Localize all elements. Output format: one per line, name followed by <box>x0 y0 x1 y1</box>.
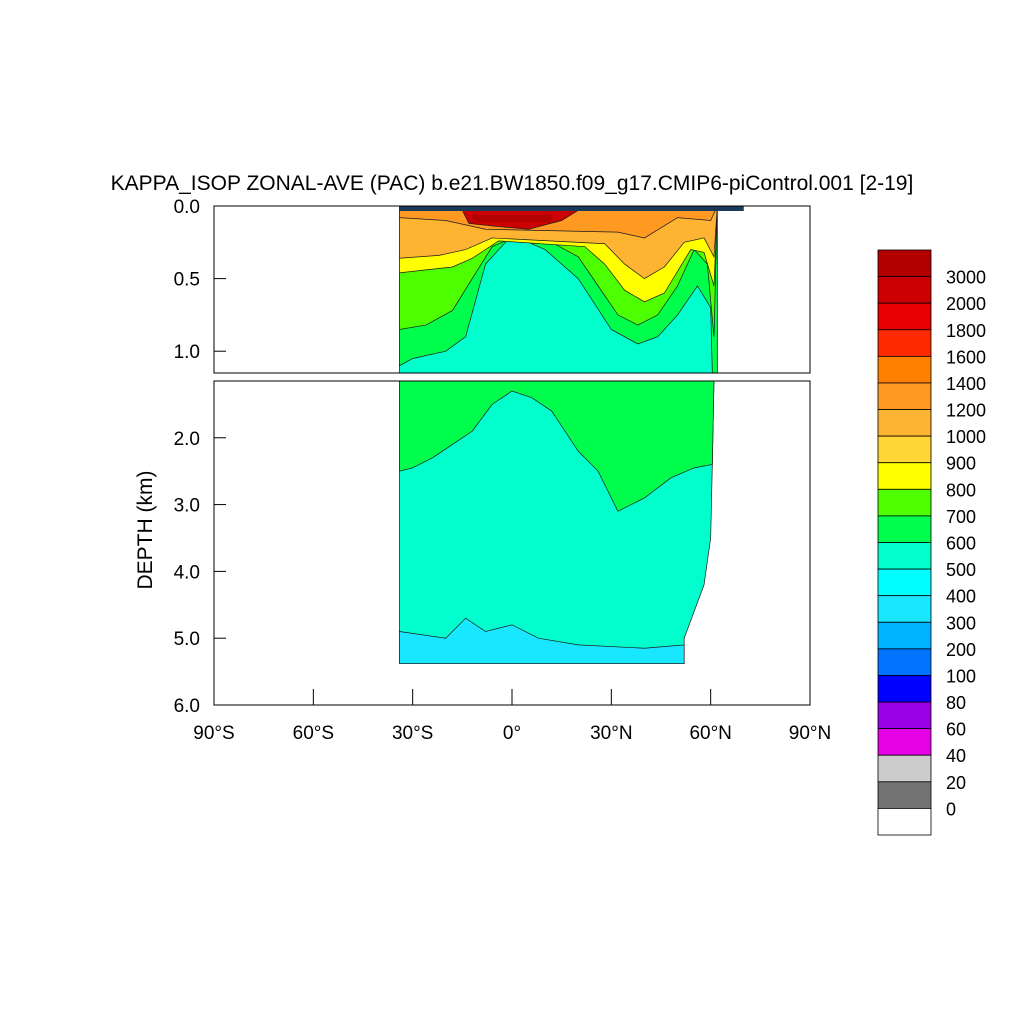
x-tick-label: 60°S <box>293 723 334 744</box>
colorbar-swatch <box>877 409 932 437</box>
y-tick-label: 0.5 <box>174 270 200 291</box>
upper-panel-frame <box>213 205 811 374</box>
x-tick-label: 90°S <box>193 723 234 744</box>
colorbar: 3000200018001600140012001000900800700600… <box>877 249 986 836</box>
y-tick-label: 5.0 <box>174 629 200 650</box>
colorbar-label: 1600 <box>946 347 986 367</box>
x-tick-label: 30°N <box>590 723 632 744</box>
colorbar-label: 300 <box>946 613 976 633</box>
y-axis-label: DEPTH (km) <box>134 471 157 590</box>
region-700-800-lower <box>399 381 715 512</box>
colorbar-swatch <box>877 515 932 543</box>
colorbar-swatch <box>877 329 932 357</box>
colorbar-label: 0 <box>946 799 956 819</box>
colorbar-swatch <box>877 621 932 650</box>
colorbar-label: 80 <box>946 693 966 713</box>
colorbar-label: 400 <box>946 587 976 607</box>
y-tick-label: 2.0 <box>174 429 200 450</box>
y-tick-label: 4.0 <box>174 562 200 583</box>
colorbar-label: 100 <box>946 666 976 686</box>
colorbar-swatch <box>877 382 932 410</box>
x-tick-label: 0° <box>503 723 521 744</box>
y-tick-label: 0.0 <box>174 197 200 218</box>
colorbar-swatch <box>877 462 932 490</box>
colorbar-swatch <box>877 808 932 836</box>
upper-panel: 0.0 0.5 1.0 <box>174 197 811 374</box>
x-tick-label: 90°N <box>789 723 831 744</box>
colorbar-swatch <box>877 568 932 597</box>
x-tick-label: 30°S <box>392 723 433 744</box>
y-tick-label: 6.0 <box>174 696 200 717</box>
colorbar-label: 900 <box>946 454 976 474</box>
region-3000-upper <box>472 214 552 222</box>
colorbar-label: 20 <box>946 773 966 793</box>
colorbar-label: 200 <box>946 640 976 660</box>
colorbar-swatch <box>877 754 932 783</box>
colorbar-label: 500 <box>946 560 976 580</box>
colorbar-label: 700 <box>946 507 976 527</box>
colorbar-label: 1000 <box>946 427 986 447</box>
colorbar-swatch <box>877 675 932 703</box>
colorbar-swatch <box>877 648 932 676</box>
chart-title: KAPPA_ISOP ZONAL-AVE (PAC) b.e21.BW1850.… <box>111 172 914 195</box>
y-tick-label: 3.0 <box>174 496 200 517</box>
region-500-600-lower <box>399 617 685 664</box>
x-axis: 90°S 60°S 30°S 0° 30°N 60°N 90°N <box>193 689 831 744</box>
colorbar-label: 1400 <box>946 374 986 394</box>
colorbar-label: 2000 <box>946 294 986 314</box>
upper-field <box>399 206 744 373</box>
colorbar-swatch <box>877 488 932 517</box>
colorbar-swatch <box>877 302 932 331</box>
colorbar-label: 40 <box>946 746 966 766</box>
colorbar-label: 1800 <box>946 321 986 341</box>
colorbar-label: 800 <box>946 480 976 500</box>
colorbar-label: 60 <box>946 720 966 740</box>
region-surface-band <box>399 206 744 211</box>
colorbar-swatch <box>877 728 932 756</box>
colorbar-label: 3000 <box>946 268 986 288</box>
colorbar-swatch <box>877 249 932 277</box>
colorbar-swatch <box>877 781 932 809</box>
y-tick-label: 1.0 <box>174 342 200 363</box>
colorbar-swatch <box>877 435 932 464</box>
colorbar-swatch <box>877 542 932 570</box>
colorbar-swatch <box>877 595 932 623</box>
colorbar-swatch <box>877 276 932 304</box>
lower-panel: 2.0 3.0 4.0 5.0 6.0 <box>174 380 811 717</box>
lower-field <box>399 381 715 664</box>
colorbar-swatch <box>877 355 932 384</box>
colorbar-swatch <box>877 701 932 730</box>
colorbar-label: 1200 <box>946 401 986 421</box>
colorbar-label: 600 <box>946 534 976 554</box>
x-tick-label: 60°N <box>689 723 731 744</box>
